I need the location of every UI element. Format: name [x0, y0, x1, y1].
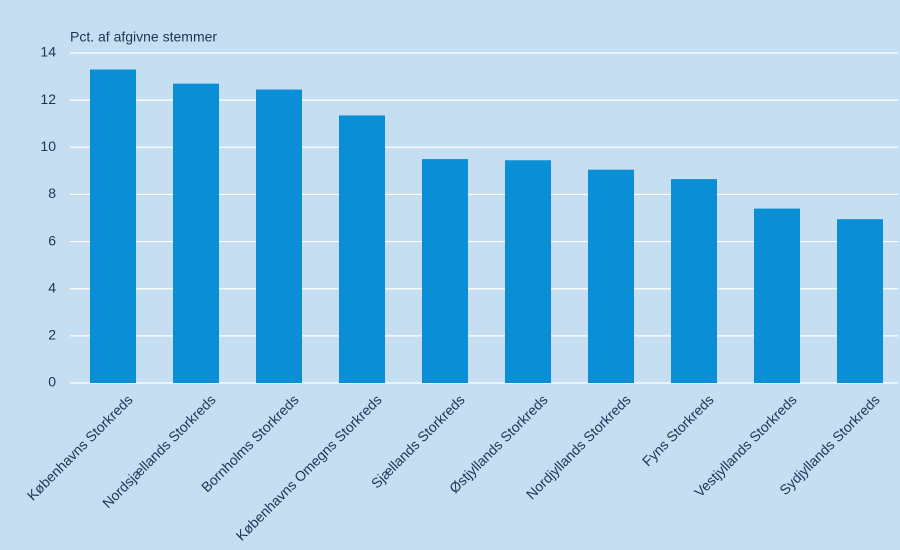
y-tick-label: 0 [48, 374, 56, 390]
bar [339, 115, 385, 383]
bar [256, 89, 302, 384]
bar [505, 160, 551, 383]
y-tick-label: 12 [40, 91, 56, 107]
bar [754, 208, 800, 383]
y-axis-title: Pct. af afgivne stemmer [70, 29, 217, 45]
bar [671, 179, 717, 383]
bar [588, 169, 634, 383]
bar [173, 83, 219, 384]
y-tick-label: 6 [48, 232, 56, 248]
y-tick-label: 4 [48, 279, 56, 295]
bar [422, 159, 468, 383]
y-tick-label: 8 [48, 185, 56, 201]
y-tick-label: 2 [48, 327, 56, 343]
y-tick-label: 14 [40, 44, 56, 60]
bar [837, 219, 883, 383]
bar [90, 69, 136, 383]
y-tick-label: 10 [40, 138, 56, 154]
